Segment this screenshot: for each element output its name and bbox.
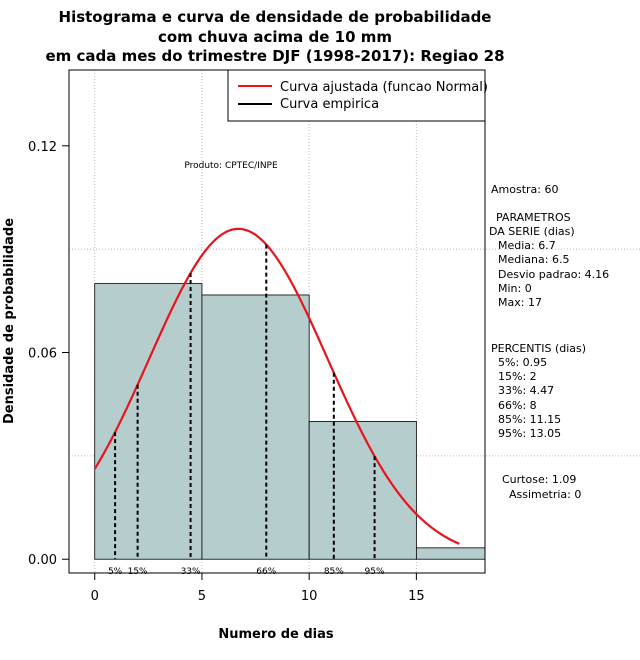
x-tick-label-0: 0 bbox=[91, 589, 99, 604]
density-curve-layer bbox=[93, 227, 460, 545]
sample-size: Amostra: 60 bbox=[491, 183, 558, 196]
percentis-title: PERCENTIS (dias) bbox=[491, 342, 586, 355]
percentil-15: 15%: 2 bbox=[498, 370, 537, 383]
percentile-lines: 5% 15% 33% 66% 85% 95% bbox=[108, 244, 385, 577]
percentil-5: 5%: 0.95 bbox=[498, 356, 547, 369]
x-tick-label-3: 15 bbox=[408, 589, 425, 604]
chart-title-line-2: com chuva acima de 10 mm bbox=[158, 28, 392, 46]
params-subtitle: DA SERIE (dias) bbox=[489, 225, 575, 238]
chart-title-line-3: em cada mes do trimestre DJF (1998-2017)… bbox=[45, 47, 504, 65]
legend-label-fitted: Curva ajustada (funcao Normal) bbox=[280, 80, 488, 95]
chart-title-line-1: Histograma e curva de densidade de proba… bbox=[59, 8, 492, 26]
percentile-label-2: 33% bbox=[181, 567, 201, 577]
stat-media: Media: 6.7 bbox=[498, 239, 556, 252]
x-tick-label-1: 5 bbox=[198, 589, 206, 604]
legend-box bbox=[227, 69, 486, 122]
percentil-85: 85%: 11.15 bbox=[498, 413, 561, 426]
y-tick-label-1: 0.06 bbox=[28, 347, 57, 362]
percentil-33: 33%: 4.47 bbox=[498, 384, 554, 397]
histogram-bar-0 bbox=[94, 283, 203, 560]
percentile-label-3: 66% bbox=[256, 567, 276, 577]
fitted-normal-curve bbox=[93, 227, 460, 545]
histogram-bar-1 bbox=[201, 294, 310, 560]
axes: 0 5 10 15 0.00 0.06 0.12 bbox=[28, 140, 425, 604]
x-axis-label: Numero de dias bbox=[218, 627, 334, 642]
product-note: Produto: CPTEC/INPE bbox=[184, 161, 278, 171]
percentile-label-4: 85% bbox=[324, 567, 344, 577]
x-tick-label-2: 10 bbox=[301, 589, 318, 604]
histogram-bar-2 bbox=[308, 421, 417, 560]
legend-label-empirical: Curva empirica bbox=[280, 97, 379, 112]
stat-curtose: Curtose: 1.09 bbox=[502, 473, 576, 486]
y-tick-label-2: 0.12 bbox=[28, 140, 57, 155]
percentile-label-5: 95% bbox=[365, 567, 385, 577]
percentile-label-0: 5% bbox=[108, 567, 123, 577]
y-tick-label-0: 0.00 bbox=[28, 553, 57, 568]
legend: Curva ajustada (funcao Normal) Curva emp… bbox=[227, 69, 488, 122]
percentil-95: 95%: 13.05 bbox=[498, 427, 561, 440]
y-axis-label: Densidade de probabilidade bbox=[2, 218, 17, 424]
stat-mediana: Mediana: 6.5 bbox=[498, 253, 569, 266]
percentile-label-1: 15% bbox=[128, 567, 148, 577]
side-panel: Amostra: 60 PARAMETROS DA SERIE (dias) M… bbox=[489, 183, 609, 501]
histogram-bars bbox=[94, 283, 486, 560]
stat-max: Max: 17 bbox=[498, 296, 542, 309]
stat-min: Min: 0 bbox=[498, 282, 532, 295]
stat-desvio: Desvio padrao: 4.16 bbox=[498, 268, 609, 281]
params-title: PARAMETROS bbox=[496, 211, 571, 224]
histogram-bar-3 bbox=[415, 547, 486, 560]
stat-assimetria: Assimetria: 0 bbox=[509, 488, 581, 501]
percentil-66: 66%: 8 bbox=[498, 399, 537, 412]
